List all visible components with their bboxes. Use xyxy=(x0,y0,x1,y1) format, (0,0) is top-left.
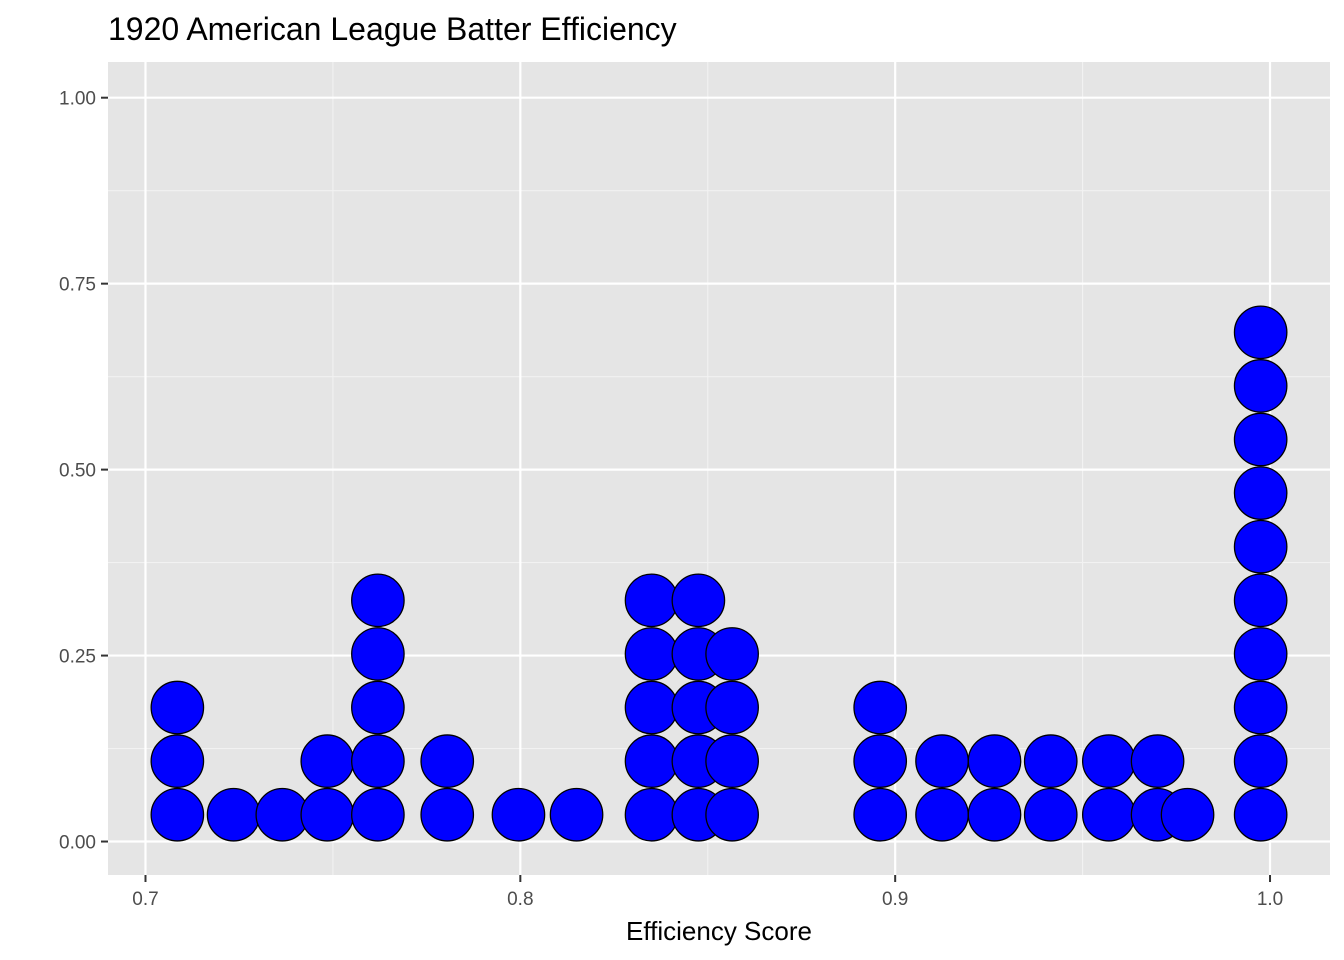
data-dot xyxy=(1130,734,1185,788)
data-dot xyxy=(351,734,405,788)
data-dot xyxy=(624,787,679,842)
data-dot xyxy=(1233,627,1288,681)
data-dot xyxy=(967,734,1022,788)
data-dot xyxy=(705,734,759,788)
data-dot xyxy=(1233,787,1288,842)
data-dot xyxy=(420,734,475,788)
data-dot xyxy=(915,787,969,842)
x-tick-label: 1.0 xyxy=(1257,889,1283,910)
data-dot xyxy=(705,787,759,842)
data-dot xyxy=(351,627,405,681)
data-dot xyxy=(705,680,759,735)
data-dot xyxy=(549,787,604,842)
data-dot xyxy=(1233,734,1288,788)
x-tick-label: 0.9 xyxy=(882,889,908,910)
data-dot xyxy=(351,680,405,735)
x-axis: 0.7 0.8 0.9 1.0 xyxy=(132,875,1283,910)
y-tick-label: 0.50 xyxy=(59,461,96,482)
data-dot xyxy=(853,787,908,842)
data-dot xyxy=(671,573,726,628)
data-dot xyxy=(1081,787,1136,842)
y-tick-label: 0.00 xyxy=(59,833,96,854)
data-dot xyxy=(1081,734,1136,788)
data-dot xyxy=(351,787,405,842)
data-dot xyxy=(206,787,261,842)
x-tick-label: 0.8 xyxy=(507,889,533,910)
data-dot xyxy=(624,734,679,788)
data-dot xyxy=(705,627,759,681)
y-tick-label: 0.75 xyxy=(59,275,96,296)
x-axis-title: Efficiency Score xyxy=(626,916,812,946)
data-dot xyxy=(1233,573,1288,628)
y-tick-label: 1.00 xyxy=(59,89,96,110)
data-dot xyxy=(150,680,205,735)
data-dot xyxy=(491,787,546,842)
data-dot xyxy=(300,787,355,842)
chart-title: 1920 American League Batter Efficiency xyxy=(108,11,677,47)
data-dot xyxy=(150,787,205,842)
data-dot xyxy=(1233,412,1288,467)
dot-layer xyxy=(150,305,1288,842)
y-tick-label: 0.25 xyxy=(59,647,96,668)
data-dot xyxy=(624,573,679,628)
data-dot xyxy=(624,680,679,735)
data-dot xyxy=(1233,519,1288,574)
data-dot xyxy=(1023,734,1078,788)
data-dot xyxy=(1233,305,1288,360)
data-dot xyxy=(1023,787,1078,842)
data-dot xyxy=(1233,359,1288,413)
data-dot xyxy=(853,734,908,788)
data-dot xyxy=(1233,466,1288,520)
data-dot xyxy=(853,680,908,735)
data-dot xyxy=(967,787,1022,842)
x-tick-label: 0.7 xyxy=(132,889,158,910)
data-dot xyxy=(1233,680,1288,735)
y-axis: 0.00 0.25 0.50 0.75 1.00 xyxy=(59,89,108,854)
data-dot xyxy=(420,787,475,842)
data-dot xyxy=(624,627,679,681)
data-dot xyxy=(1160,787,1215,842)
data-dot xyxy=(915,734,969,788)
data-dot xyxy=(150,734,205,788)
data-dot xyxy=(351,573,405,628)
data-dot xyxy=(300,734,355,788)
